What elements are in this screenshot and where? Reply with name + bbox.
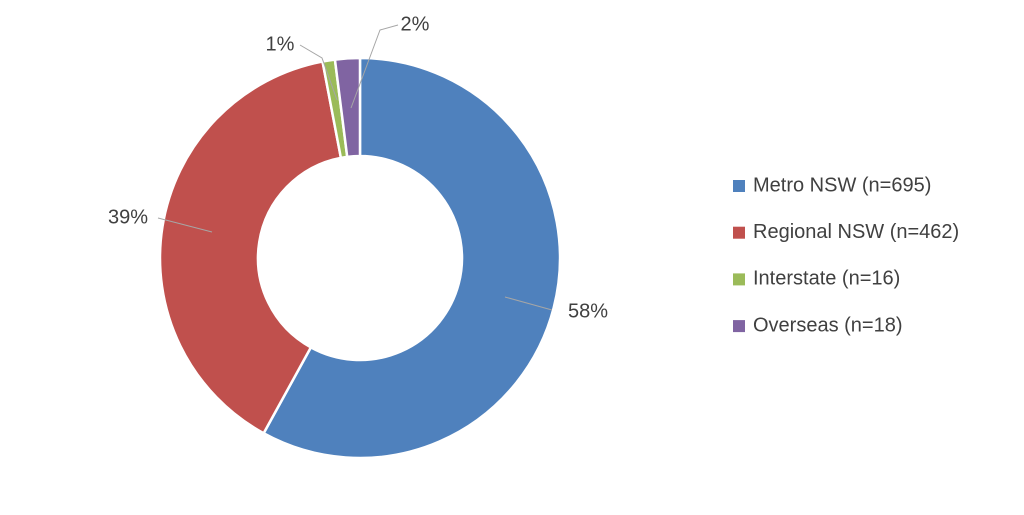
legend-swatch — [733, 273, 745, 286]
donut-segment — [333, 56, 362, 159]
legend-swatch — [733, 226, 745, 239]
data-label: 39% — [108, 206, 148, 228]
leader-line — [299, 44, 338, 101]
donut-segment — [261, 56, 562, 460]
legend-label: Overseas (n=18) — [753, 314, 903, 336]
legend-label: Regional NSW (n=462) — [753, 221, 959, 243]
legend-swatch — [733, 320, 745, 333]
donut-segment — [158, 60, 343, 435]
data-label: 1% — [266, 33, 295, 55]
leader-line — [157, 217, 213, 233]
data-label: 2% — [401, 13, 430, 35]
legend-swatch — [733, 180, 745, 192]
leader-line — [504, 296, 553, 311]
legend-label: Interstate (n=16) — [753, 268, 900, 290]
data-label: 58% — [568, 300, 608, 322]
legend-label: Metro NSW (n=695) — [753, 174, 931, 196]
leader-line — [350, 24, 399, 109]
